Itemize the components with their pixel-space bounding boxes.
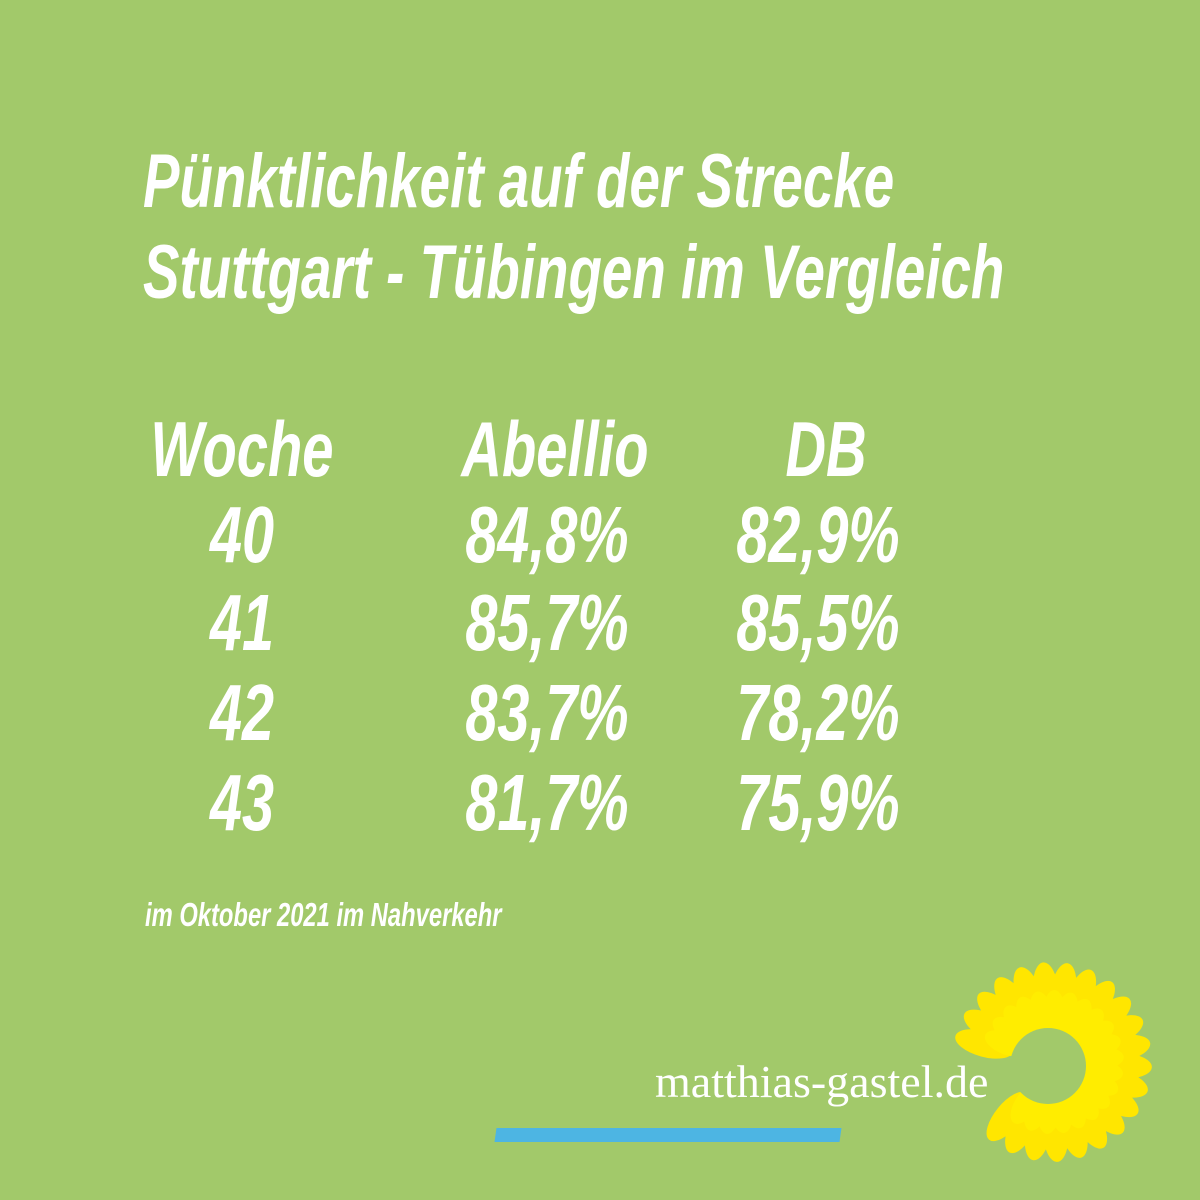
title-line: Pünktlichkeit auf der Strecke [143,139,894,224]
sunflower-logo [955,962,1152,1162]
petal [1072,1076,1111,1109]
website: matthias-gastel.de [655,1056,988,1107]
petal [1062,998,1092,1039]
table-cell: 81,7% [465,758,628,848]
table-cell: 75,9% [736,758,899,848]
table-cell: 41 [208,578,274,668]
flower-center [1010,1028,1086,1104]
table-cell: 84,8% [465,490,628,580]
underline-bar [494,1128,842,1142]
table-cell: 82,9% [736,490,899,580]
table-cell: 83,7% [465,668,628,758]
table-cell: 43 [208,758,274,848]
table-cell: 42 [208,668,274,758]
table-cell: 85,7% [465,578,628,668]
title-line: Stuttgart - Tübingen im Vergleich [143,230,1004,315]
table-cell: 78,2% [736,668,899,758]
petal [1069,1008,1104,1044]
column-header: DB [785,406,866,493]
footnote: im Oktober 2021 im Nahverkehr [145,897,503,934]
table-cell: 40 [208,490,274,580]
column-header: Abellio [460,406,649,493]
column-header: Woche [150,406,333,493]
table-cell: 85,5% [736,578,899,668]
